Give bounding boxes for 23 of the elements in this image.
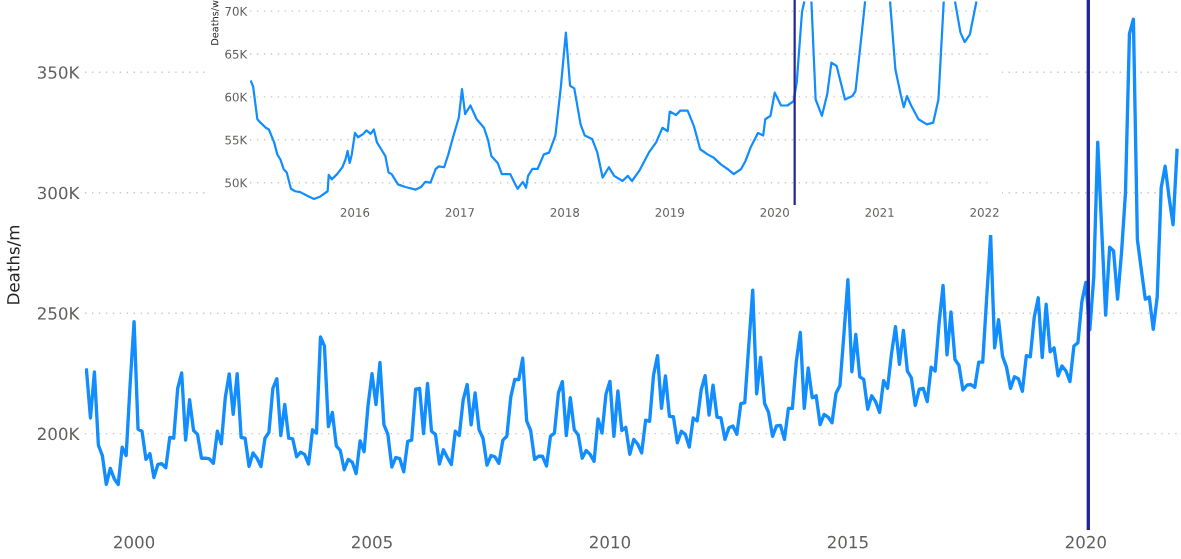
y-tick-label: 250K: [37, 307, 80, 320]
y-tick-label: 70K: [225, 6, 248, 16]
y-tick-label: 350K: [37, 66, 80, 79]
x-tick-label: 2019: [655, 207, 684, 217]
y-tick-label: 50K: [225, 178, 248, 188]
x-tick-label: 2020: [760, 207, 789, 217]
x-tick-label: 2018: [550, 207, 580, 217]
y-tick-label: 300K: [37, 186, 80, 200]
x-tick-label: 2016: [340, 207, 370, 217]
y-tick-label: 55K: [225, 135, 248, 145]
x-tick-label: 2015: [827, 535, 868, 549]
y-axis-title: Deaths/m: [6, 225, 21, 304]
x-tick-label: 2020: [1065, 535, 1106, 549]
x-tick-label: 2022: [970, 207, 999, 217]
x-tick-label: 2021: [865, 207, 894, 217]
y-axis-title: Deaths/w: [210, 0, 220, 45]
y-tick-label: 200K: [37, 427, 80, 441]
x-tick-label: 2017: [445, 207, 474, 217]
x-tick-label: 2000: [114, 535, 155, 549]
x-tick-label: 2010: [589, 535, 631, 549]
y-tick-label: 60K: [225, 92, 248, 102]
x-tick-label: 2005: [352, 535, 392, 549]
y-tick-label: 65K: [225, 49, 248, 59]
